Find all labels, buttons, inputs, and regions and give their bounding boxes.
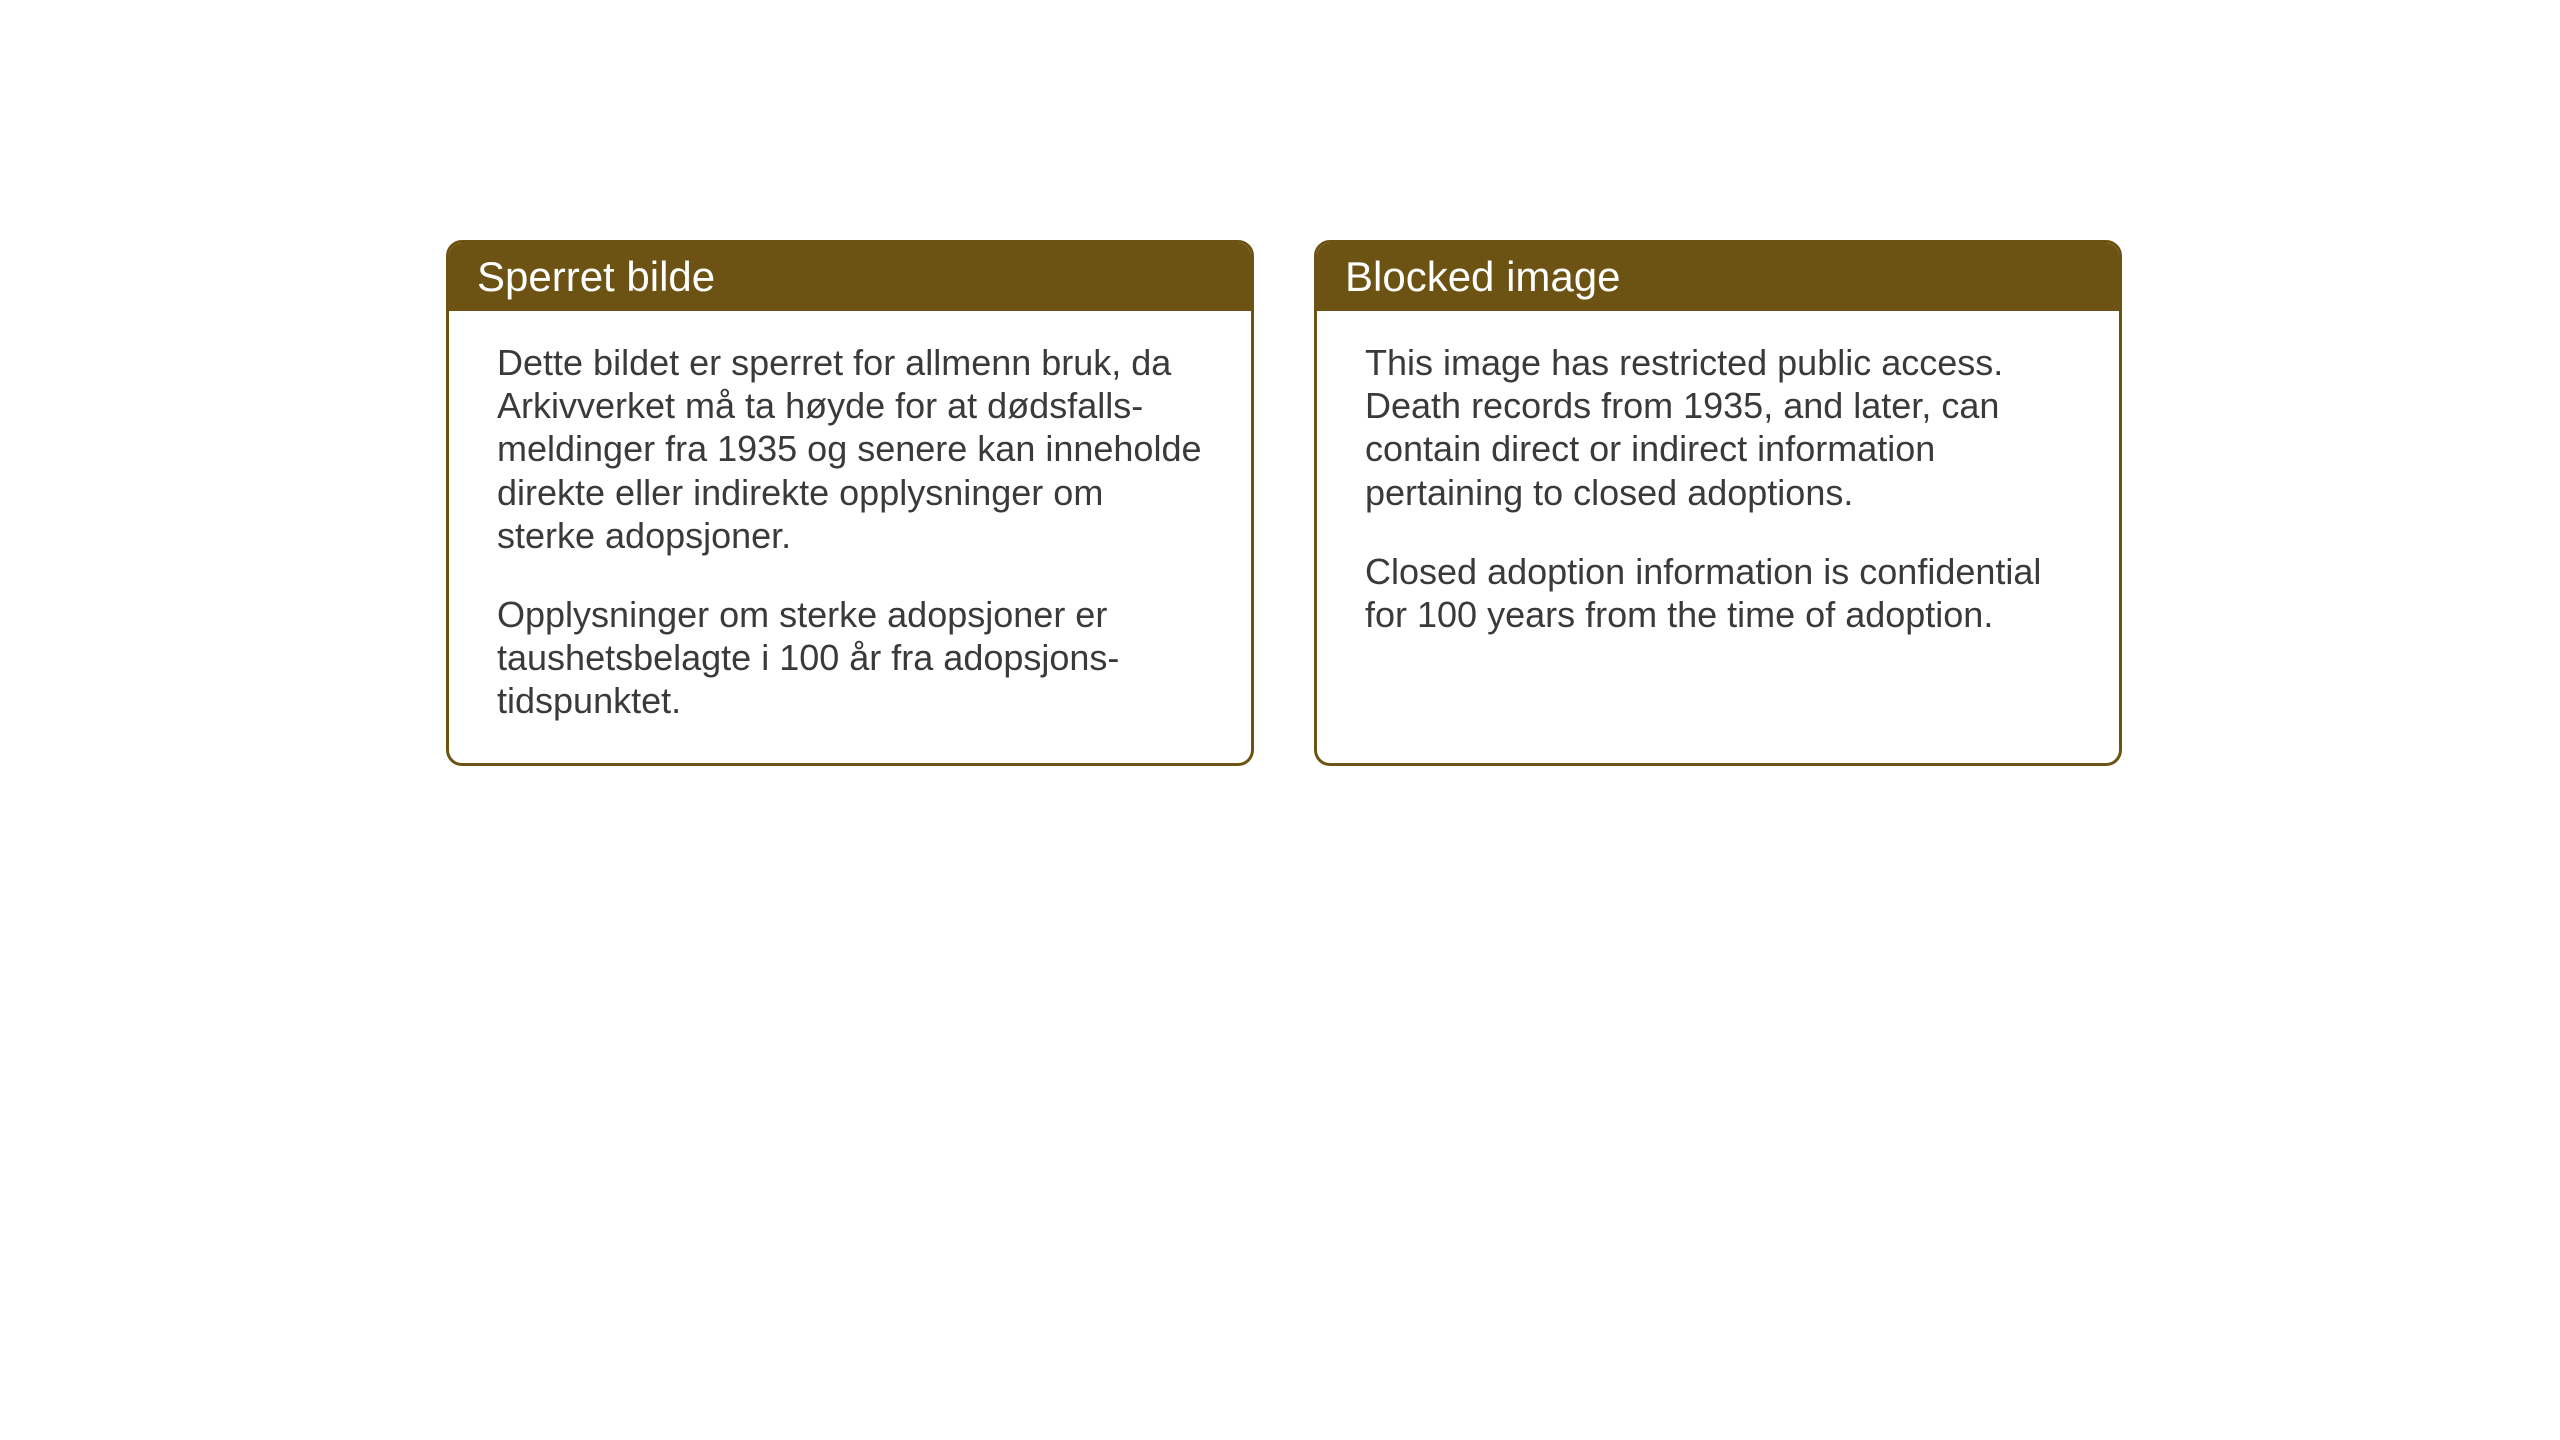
notice-paragraph-1-norwegian: Dette bildet er sperret for allmenn bruk… [497, 341, 1203, 557]
notice-container: Sperret bilde Dette bildet er sperret fo… [446, 240, 2122, 766]
card-header-english: Blocked image [1317, 243, 2119, 311]
notice-card-english: Blocked image This image has restricted … [1314, 240, 2122, 766]
notice-paragraph-2-english: Closed adoption information is confident… [1365, 550, 2071, 636]
card-header-norwegian: Sperret bilde [449, 243, 1251, 311]
notice-card-norwegian: Sperret bilde Dette bildet er sperret fo… [446, 240, 1254, 766]
notice-paragraph-2-norwegian: Opplysninger om sterke adopsjoner er tau… [497, 593, 1203, 723]
card-body-norwegian: Dette bildet er sperret for allmenn bruk… [449, 311, 1251, 763]
notice-paragraph-1-english: This image has restricted public access.… [1365, 341, 2071, 514]
card-body-english: This image has restricted public access.… [1317, 311, 2119, 741]
